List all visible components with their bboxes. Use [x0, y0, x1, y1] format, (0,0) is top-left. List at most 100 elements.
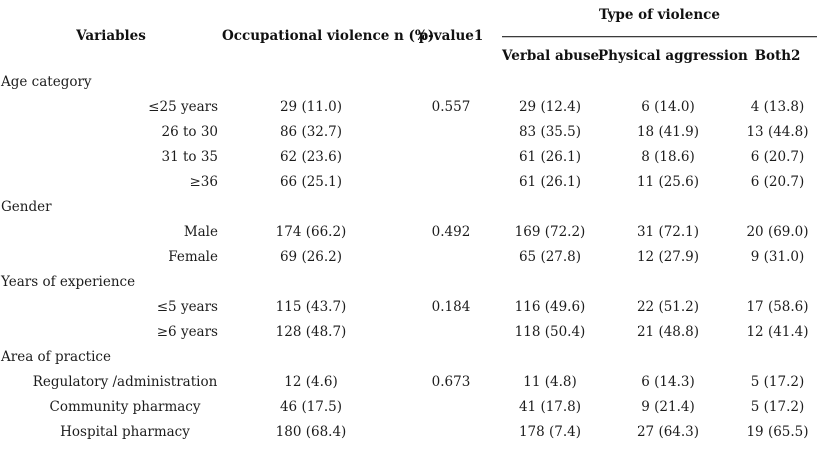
cell-occupational-violence [222, 195, 400, 220]
row-label: Community pharmacy [49, 399, 201, 415]
table-row: Female 69 (26.2) 65 (27.8) 12 (27.9) 9 (31.0… [0, 245, 817, 270]
cell-p-value [400, 120, 502, 145]
cell-physical-aggression: 27 (64.3) [636, 424, 700, 440]
table-section-row: Years of experience [0, 270, 817, 295]
cell-p-value [400, 270, 502, 295]
cell-both [738, 195, 817, 220]
cell-both: 19 (65.5) [746, 424, 809, 440]
cell-occupational-violence: 86 (32.7) [279, 124, 343, 140]
column-header-both: Both2 [754, 48, 801, 64]
cell-verbal-abuse: 11 (4.8) [523, 374, 577, 390]
table-row: Regulatory /administration 12 (4.6) 0.673 1… [0, 370, 817, 395]
cell-occupational-violence: 180 (68.4) [275, 424, 347, 440]
cell-verbal-abuse: 61 (26.1) [518, 149, 582, 165]
cell-verbal-abuse: 118 (50.4) [514, 324, 586, 340]
cell-physical-aggression: 31 (72.1) [636, 224, 700, 240]
row-label: ≥36 [189, 174, 219, 190]
cell-physical-aggression [598, 195, 738, 220]
cell-p-value: 0.673 [431, 374, 471, 390]
cell-both: 4 (13.8) [750, 99, 805, 115]
cell-p-value [400, 320, 502, 345]
cell-physical-aggression: 21 (48.8) [636, 324, 700, 340]
cell-physical-aggression [598, 70, 738, 95]
cell-both: 6 (20.7) [750, 149, 805, 165]
cell-verbal-abuse [502, 270, 598, 295]
column-header-verbal-abuse: Verbal abuse [502, 48, 600, 64]
cell-both: 17 (58.6) [746, 299, 809, 315]
cell-both: 20 (69.0) [746, 224, 809, 240]
type-of-violence-rule [502, 36, 817, 38]
cell-occupational-violence [222, 345, 400, 370]
table-row: ≥6 years 128 (48.7) 118 (50.4) 21 (48.8) 12 … [0, 320, 817, 345]
cell-physical-aggression [598, 345, 738, 370]
cell-physical-aggression: 12 (27.9) [636, 249, 700, 265]
row-label: 31 to 35 [161, 149, 219, 165]
cell-verbal-abuse [502, 70, 598, 95]
row-label: 26 to 30 [161, 124, 219, 140]
cell-occupational-violence: 174 (66.2) [275, 224, 347, 240]
cell-occupational-violence: 46 (17.5) [279, 399, 343, 415]
cell-physical-aggression: 6 (14.3) [641, 374, 695, 390]
cell-occupational-violence: 62 (23.6) [279, 149, 343, 165]
row-label: Age category [1, 74, 92, 90]
row-label: ≤25 years [148, 99, 218, 115]
cell-physical-aggression: 18 (41.9) [636, 124, 700, 140]
row-label: ≥6 years [156, 324, 218, 340]
table-row: Hospital pharmacy 180 (68.4) 178 (7.4) 27 (… [0, 420, 817, 445]
cell-physical-aggression [598, 270, 738, 295]
cell-physical-aggression: 9 (21.4) [641, 399, 695, 415]
cell-p-value: 0.557 [431, 99, 471, 115]
cell-occupational-violence [222, 70, 400, 95]
cell-occupational-violence: 115 (43.7) [275, 299, 347, 315]
cell-verbal-abuse [502, 345, 598, 370]
cell-occupational-violence: 128 (48.7) [275, 324, 347, 340]
row-label: Hospital pharmacy [60, 424, 190, 440]
cell-both [738, 270, 817, 295]
row-label: Gender [1, 199, 52, 215]
table-row: ≤5 years 115 (43.7) 0.184 116 (49.6) 22 (51.… [0, 295, 817, 320]
cell-verbal-abuse: 116 (49.6) [514, 299, 586, 315]
table-body: Age category ≤25 years 29 (11.0) 0.557 29 (1… [0, 70, 817, 445]
cell-p-value: 0.492 [431, 224, 471, 240]
cell-p-value [400, 345, 502, 370]
cell-occupational-violence: 12 (4.6) [284, 374, 338, 390]
cell-verbal-abuse: 169 (72.2) [514, 224, 586, 240]
cell-physical-aggression: 6 (14.0) [641, 99, 695, 115]
cell-verbal-abuse: 178 (7.4) [518, 424, 582, 440]
column-header-p-value: p-value1 [418, 28, 484, 44]
cell-physical-aggression: 8 (18.6) [641, 149, 695, 165]
cell-both: 9 (31.0) [750, 249, 805, 265]
table-row: Community pharmacy 46 (17.5) 41 (17.8) 9 (2… [0, 395, 817, 420]
cell-physical-aggression: 11 (25.6) [636, 174, 700, 190]
row-label: Area of practice [1, 349, 111, 365]
table-row: ≥36 66 (25.1) 61 (26.1) 11 (25.6) 6 (20.7) [0, 170, 817, 195]
cell-both: 13 (44.8) [746, 124, 809, 140]
cell-both [738, 345, 817, 370]
cell-p-value [400, 145, 502, 170]
table-section-row: Gender [0, 195, 817, 220]
cell-occupational-violence: 69 (26.2) [279, 249, 343, 265]
table-section-row: Age category [0, 70, 817, 95]
cell-physical-aggression: 22 (51.2) [636, 299, 700, 315]
cell-both: 5 (17.2) [750, 399, 805, 415]
cell-p-value [400, 70, 502, 95]
cell-both: 12 (41.4) [746, 324, 809, 340]
cell-both [738, 70, 817, 95]
table-row: 31 to 35 62 (23.6) 61 (26.1) 8 (18.6) 6 (20.… [0, 145, 817, 170]
row-label: Years of experience [1, 274, 136, 290]
table-header: Variables Occupational violence n (%) p-… [0, 0, 817, 70]
cell-p-value [400, 195, 502, 220]
row-label: Male [183, 224, 218, 240]
row-label: Female [168, 249, 218, 265]
cell-verbal-abuse: 41 (17.8) [518, 399, 582, 415]
row-label: ≤5 years [156, 299, 218, 315]
table-section-row: Area of practice [0, 345, 817, 370]
cell-p-value [400, 170, 502, 195]
cell-verbal-abuse: 61 (26.1) [518, 174, 582, 190]
table-row: ≤25 years 29 (11.0) 0.557 29 (12.4) 6 (14.0)… [0, 95, 817, 120]
cell-verbal-abuse: 29 (12.4) [518, 99, 582, 115]
cell-both: 5 (17.2) [750, 374, 805, 390]
cell-verbal-abuse: 65 (27.8) [518, 249, 582, 265]
cell-p-value: 0.184 [431, 299, 471, 315]
